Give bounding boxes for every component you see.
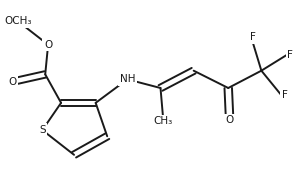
Text: OCH₃: OCH₃ (4, 16, 32, 26)
Text: NH: NH (120, 74, 135, 84)
Text: O: O (226, 115, 234, 125)
Text: O: O (44, 40, 52, 50)
Text: CH₃: CH₃ (154, 116, 173, 126)
Text: F: F (250, 32, 256, 42)
Text: S: S (39, 125, 46, 135)
Text: F: F (282, 90, 287, 100)
Text: F: F (287, 50, 293, 60)
Text: O: O (8, 77, 16, 87)
